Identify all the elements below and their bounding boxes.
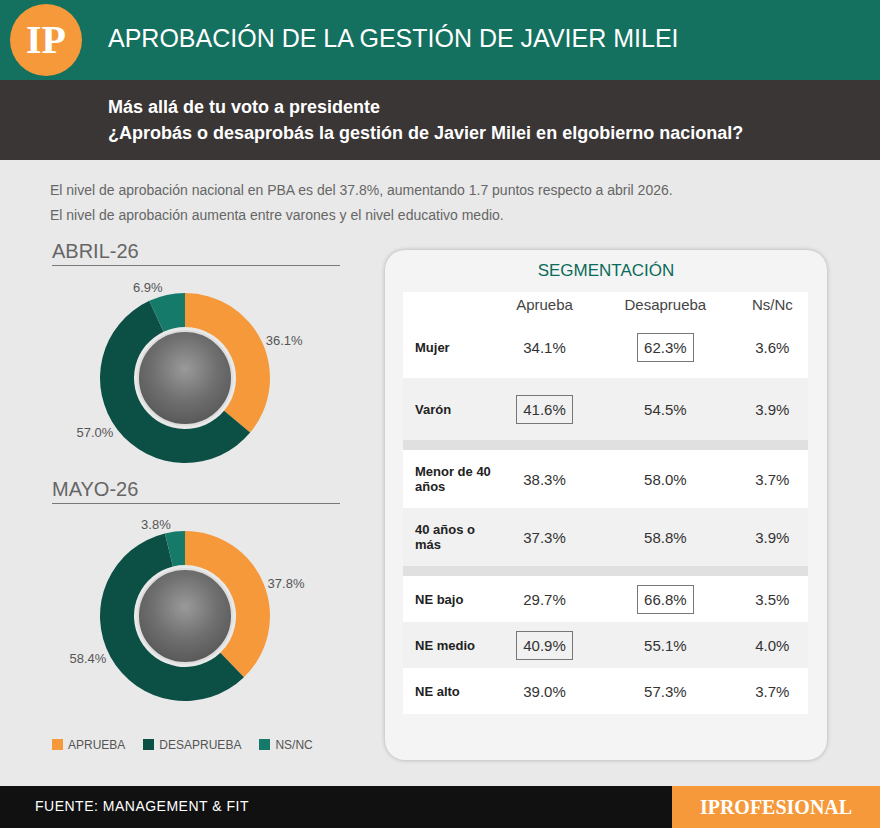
html-text:38.3%: 38.3% [523,470,566,488]
html-text:40.9%: 40.9% [523,636,566,654]
html-text:APRUEBA: APRUEBA [68,738,126,752]
html-text:Desaprueba: Desaprueba [624,295,707,313]
html-text:FUENTE: MANAGEMENT & FIT: FUENTE: MANAGEMENT & FIT [35,798,249,814]
svg-text:37.8%: 37.8% [268,576,305,591]
html-text:NE alto: NE alto [415,683,460,699]
svg-text:3.8%: 3.8% [141,517,171,532]
html-text:SEGMENTACIÓN: SEGMENTACIÓN [537,261,675,280]
html-text:55.1%: 55.1% [644,636,687,654]
html-text:Ns/Nc: Ns/Nc [751,295,793,313]
html-text:4.0%: 4.0% [755,636,790,654]
html-text:Aprueba: Aprueba [516,295,573,313]
html-text:NS/NC: NS/NC [275,738,313,752]
html-text:3.7%: 3.7% [755,470,790,488]
html-text:3.6%: 3.6% [755,338,790,356]
html-text:41.6%: 41.6% [523,400,566,418]
html-text:Mujer: Mujer [415,339,450,355]
html-text:Menor de 40 años: Menor de 40 años [415,464,491,494]
html-text:58.0%: 58.0% [644,470,687,488]
html-text:IP: IP [26,17,66,62]
html-text:NE bajo: NE bajo [415,591,464,607]
html-text:3.9%: 3.9% [755,400,790,418]
html-text:3.7%: 3.7% [755,682,790,700]
html-text:DESAPRUEBA: DESAPRUEBA [159,738,242,752]
html-text:¿Aprobás o desaprobás la gesti: ¿Aprobás o desaprobás la gestión de Javi… [108,123,744,143]
svg-text:6.9%: 6.9% [133,280,163,295]
svg-text:58.4%: 58.4% [69,651,106,666]
html-text:ABRIL-26: ABRIL-26 [52,240,139,262]
html-text:29.7%: 29.7% [523,590,566,608]
html-text:El nivel de aprobación aumenta: El nivel de aprobación aumenta entre var… [50,207,504,223]
html-text:El nivel de aprobación naciona: El nivel de aprobación nacional en PBA e… [50,182,673,198]
html-text:Más allá de tu voto a presiden: Más allá de tu voto a presidente [108,97,381,117]
html-text:APROBACIÓN DE LA GESTIÓN DE JA: APROBACIÓN DE LA GESTIÓN DE JAVIER MILEI [108,24,679,52]
html-text:IPROFESIONAL: IPROFESIONAL [699,796,853,818]
html-text:39.0%: 39.0% [523,682,566,700]
html-text:66.8%: 66.8% [644,590,687,608]
html-text:57.3%: 57.3% [644,682,687,700]
html-text:58.8%: 58.8% [644,528,687,546]
html-text:37.3%: 37.3% [523,528,566,546]
svg-text:57.0%: 57.0% [76,425,113,440]
html-text:34.1%: 34.1% [523,338,566,356]
html-text:Varón: Varón [415,401,452,417]
html-text:3.5%: 3.5% [755,590,790,608]
html-text:54.5%: 54.5% [644,400,687,418]
html-text:MAYO-26: MAYO-26 [52,478,139,500]
html-text:NE medio: NE medio [415,637,475,653]
html-text:62.3%: 62.3% [644,338,687,356]
svg-text:36.1%: 36.1% [266,333,303,348]
html-text:3.9%: 3.9% [755,528,790,546]
html-text:40 años o más: 40 años o más [415,522,475,552]
